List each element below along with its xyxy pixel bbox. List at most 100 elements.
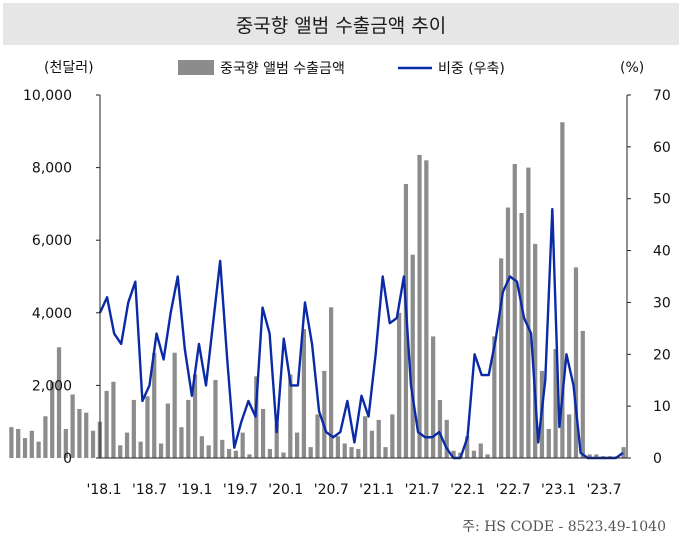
bar (247, 454, 252, 458)
bar (267, 448, 272, 458)
left-unit-label: (천달러) (44, 60, 94, 76)
left-tick-label: 0 (63, 451, 72, 467)
bar (274, 423, 279, 458)
x-tick-label: '18.1 (86, 482, 121, 498)
legend: 중국향 앨범 수출금액 비중 (우축) (178, 60, 505, 77)
bar (70, 394, 75, 458)
bar (240, 432, 245, 458)
bar (145, 396, 150, 458)
right-tick-label: 40 (653, 244, 671, 260)
bar (512, 163, 517, 458)
bar (492, 336, 497, 458)
bar (553, 349, 558, 458)
bar (335, 436, 341, 458)
x-tick-label: '21.1 (359, 482, 394, 498)
bar (376, 419, 381, 458)
bar (172, 352, 177, 458)
bar (349, 447, 354, 458)
bar (90, 430, 96, 458)
bar (329, 307, 334, 458)
bar (478, 443, 483, 458)
chart-title: 중국향 앨범 수출금액 추이 (235, 14, 447, 37)
bar-series (9, 122, 626, 459)
bar (383, 447, 388, 458)
x-tick-label: '23.7 (586, 482, 621, 498)
bar (288, 374, 293, 458)
bar (165, 403, 170, 458)
x-tick-label: '21.7 (405, 482, 440, 498)
bar (369, 430, 375, 458)
bar (465, 436, 470, 458)
bar (124, 432, 130, 458)
bar (260, 409, 266, 458)
share-line (98, 207, 624, 460)
right-tick-label: 50 (653, 192, 671, 208)
bar (342, 443, 347, 458)
bar (29, 430, 34, 458)
bar (580, 330, 585, 458)
bar (233, 450, 238, 458)
bar (315, 414, 320, 458)
bar (118, 445, 123, 458)
bar (301, 329, 307, 458)
legend-bar-swatch (178, 60, 214, 75)
bar (322, 370, 327, 458)
right-tick-label: 70 (653, 88, 671, 104)
bar (50, 381, 55, 458)
bar (104, 390, 109, 458)
bar (9, 427, 14, 458)
bar (390, 414, 395, 458)
bar (158, 443, 164, 458)
legend-bar-label: 중국향 앨범 수출금액 (220, 61, 345, 77)
line-series (98, 207, 624, 460)
bar (451, 450, 456, 458)
x-tick-label: '22.1 (450, 482, 485, 498)
left-tick-label: 8,000 (32, 161, 72, 177)
bar (63, 428, 68, 458)
right-tick-label: 10 (653, 399, 671, 415)
bar (16, 428, 21, 458)
bar (186, 399, 191, 458)
bar (281, 452, 286, 458)
bar (356, 448, 361, 458)
bar (546, 428, 551, 458)
bar (526, 167, 531, 458)
left-tick-label: 10,000 (23, 88, 72, 104)
bar (294, 432, 300, 458)
bar (485, 454, 490, 458)
bar (206, 445, 211, 458)
bar (56, 347, 62, 458)
chart-title-bar: 중국향 앨범 수출금액 추이 (3, 3, 679, 45)
bar (573, 267, 579, 458)
right-tick-label: 20 (653, 347, 671, 363)
bar (431, 336, 436, 458)
bar (220, 439, 225, 458)
left-tick-label: 2,000 (32, 378, 72, 394)
bar (424, 160, 429, 458)
bar (213, 379, 218, 458)
right-tick-label: 30 (653, 295, 671, 311)
bar (505, 207, 511, 458)
bar (587, 454, 592, 458)
bar (308, 447, 313, 458)
x-tick-label: '20.1 (268, 482, 303, 498)
legend-line-label: 비중 (우축) (438, 61, 505, 77)
source-note: 주: HS CODE - 8523.49-1040 (462, 519, 666, 535)
bar (179, 427, 184, 458)
bar (43, 416, 48, 458)
bar (437, 399, 443, 458)
bar (84, 412, 89, 459)
x-tick-label: '23.1 (541, 482, 576, 498)
x-tick-label: '20.7 (314, 482, 349, 498)
bar (397, 312, 402, 458)
bar (471, 450, 477, 458)
right-unit-label: (%) (620, 60, 644, 76)
right-tick-label: 60 (653, 140, 671, 156)
bar (192, 374, 198, 458)
x-tick-label: '19.7 (223, 482, 258, 498)
bar (519, 212, 524, 458)
bar (621, 447, 626, 458)
x-tick-label: '18.7 (132, 482, 167, 498)
bar (567, 414, 572, 458)
